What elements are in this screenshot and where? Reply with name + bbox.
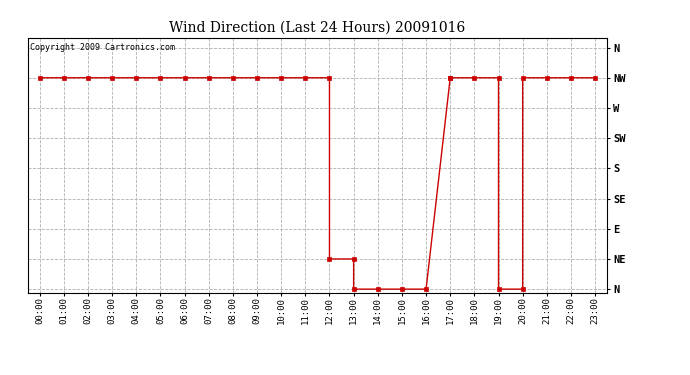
Title: Wind Direction (Last 24 Hours) 20091016: Wind Direction (Last 24 Hours) 20091016	[169, 21, 466, 35]
Text: Copyright 2009 Cartronics.com: Copyright 2009 Cartronics.com	[30, 43, 175, 52]
